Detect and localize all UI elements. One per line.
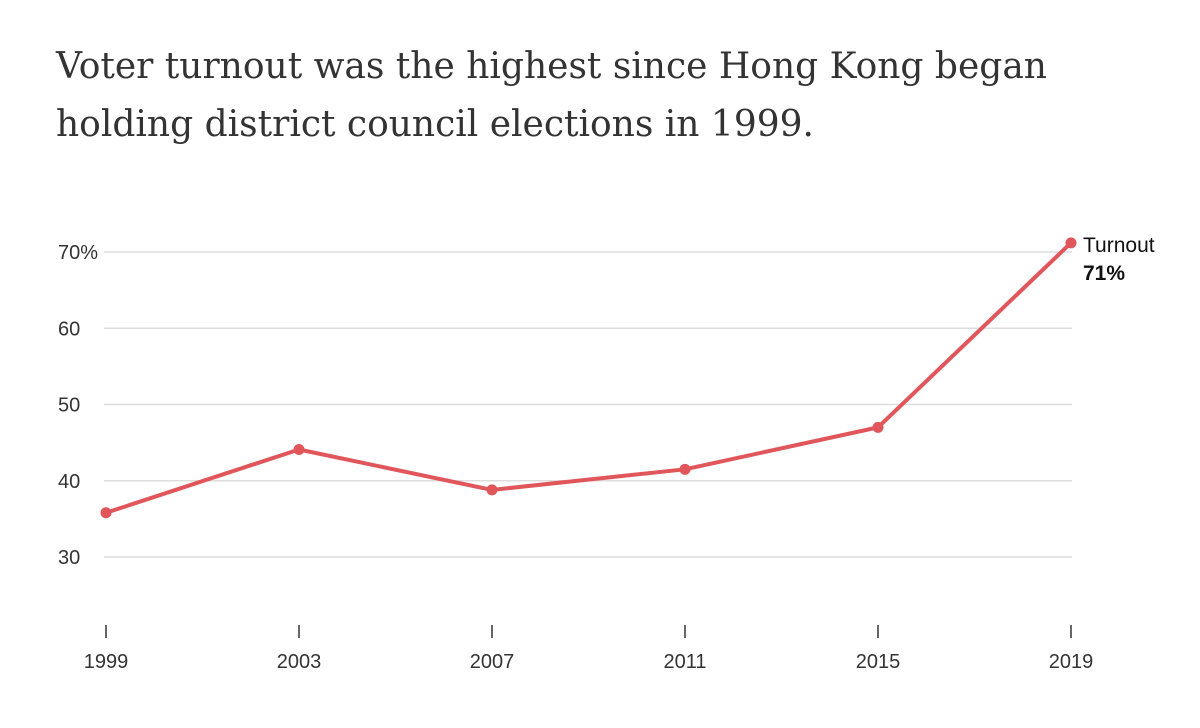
x-tick-label: 2015 — [856, 651, 901, 673]
series-turnout — [100, 237, 1077, 519]
y-tick-label: 30 — [58, 547, 80, 569]
y-tick-label: 60 — [58, 318, 80, 340]
series-line — [104, 240, 1073, 515]
series-end-label: Turnout 71% — [1083, 234, 1155, 285]
data-point — [872, 421, 884, 433]
series-value-label: 71% — [1083, 262, 1125, 285]
x-axis: 1999 2003 2007 2011 2015 2019 — [84, 625, 1094, 673]
x-tick-label: 1999 — [84, 651, 129, 673]
x-tick-label: 2019 — [1049, 651, 1094, 673]
y-tick-label: 70% — [58, 242, 98, 264]
y-tick-labels: 70% 60 50 40 30 — [58, 242, 98, 569]
series-name-label: Turnout — [1083, 234, 1155, 257]
y-gridlines — [104, 251, 1072, 558]
y-tick-label: 40 — [58, 471, 80, 493]
data-point — [293, 443, 305, 455]
y-tick-label: 50 — [58, 395, 80, 417]
x-tick-label: 2003 — [277, 651, 322, 673]
data-point — [679, 463, 691, 475]
chart-title: Voter turnout was the highest since Hong… — [56, 46, 1047, 145]
data-point — [486, 484, 498, 496]
data-point — [100, 507, 112, 519]
x-tick-label: 2007 — [470, 651, 515, 673]
x-tick-label: 2011 — [663, 651, 706, 673]
data-point — [1065, 237, 1077, 249]
